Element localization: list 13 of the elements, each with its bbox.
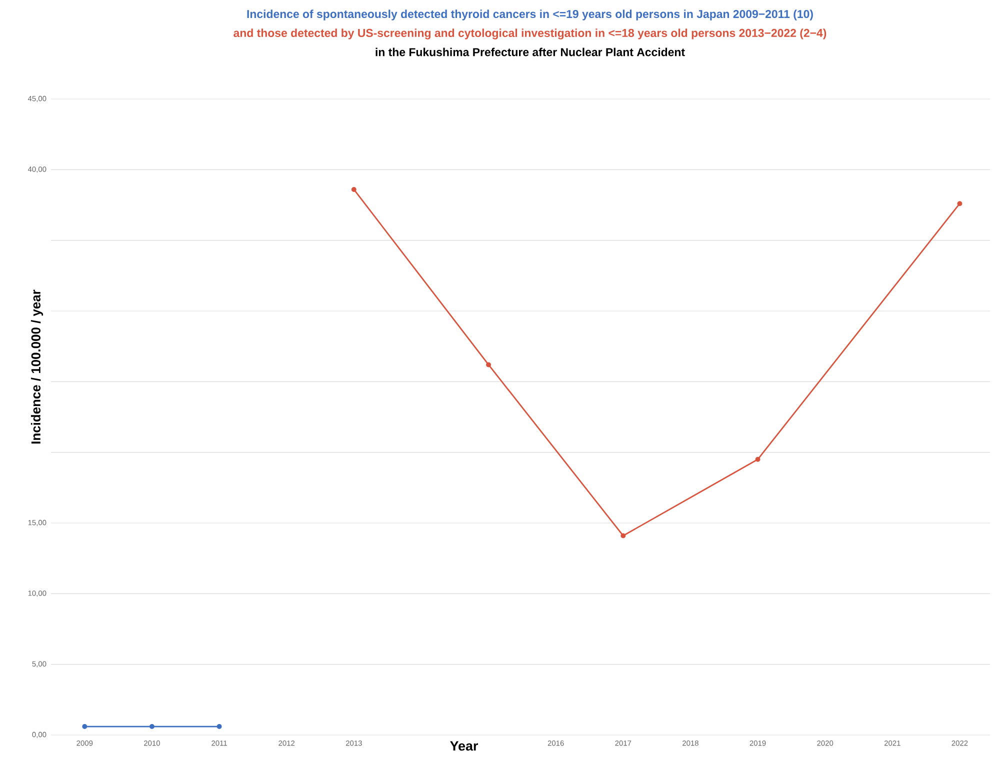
point: [957, 201, 962, 206]
chart-title: Incidence of spontaneously detected thyroid cancers in <=19 years old persons in Japan 2009−2011 (10): [247, 10, 813, 20]
chart-subtitle: and those detected by US-screening and cytological investigation in <=18 years old persons 2013−2022 (2−4): [234, 28, 826, 40]
point: [82, 724, 88, 730]
point: [755, 456, 760, 462]
text: in the Fukushima Prefecture after Nuclear Plant Accident: [376, 48, 685, 56]
point: [351, 186, 356, 192]
point: [149, 724, 154, 730]
point: [620, 533, 626, 538]
x-axis-title: Year: [450, 741, 478, 751]
y-axis-title: Incidence / 100.000 / year: [30, 290, 44, 444]
point: [486, 362, 492, 368]
point: [216, 724, 222, 730]
